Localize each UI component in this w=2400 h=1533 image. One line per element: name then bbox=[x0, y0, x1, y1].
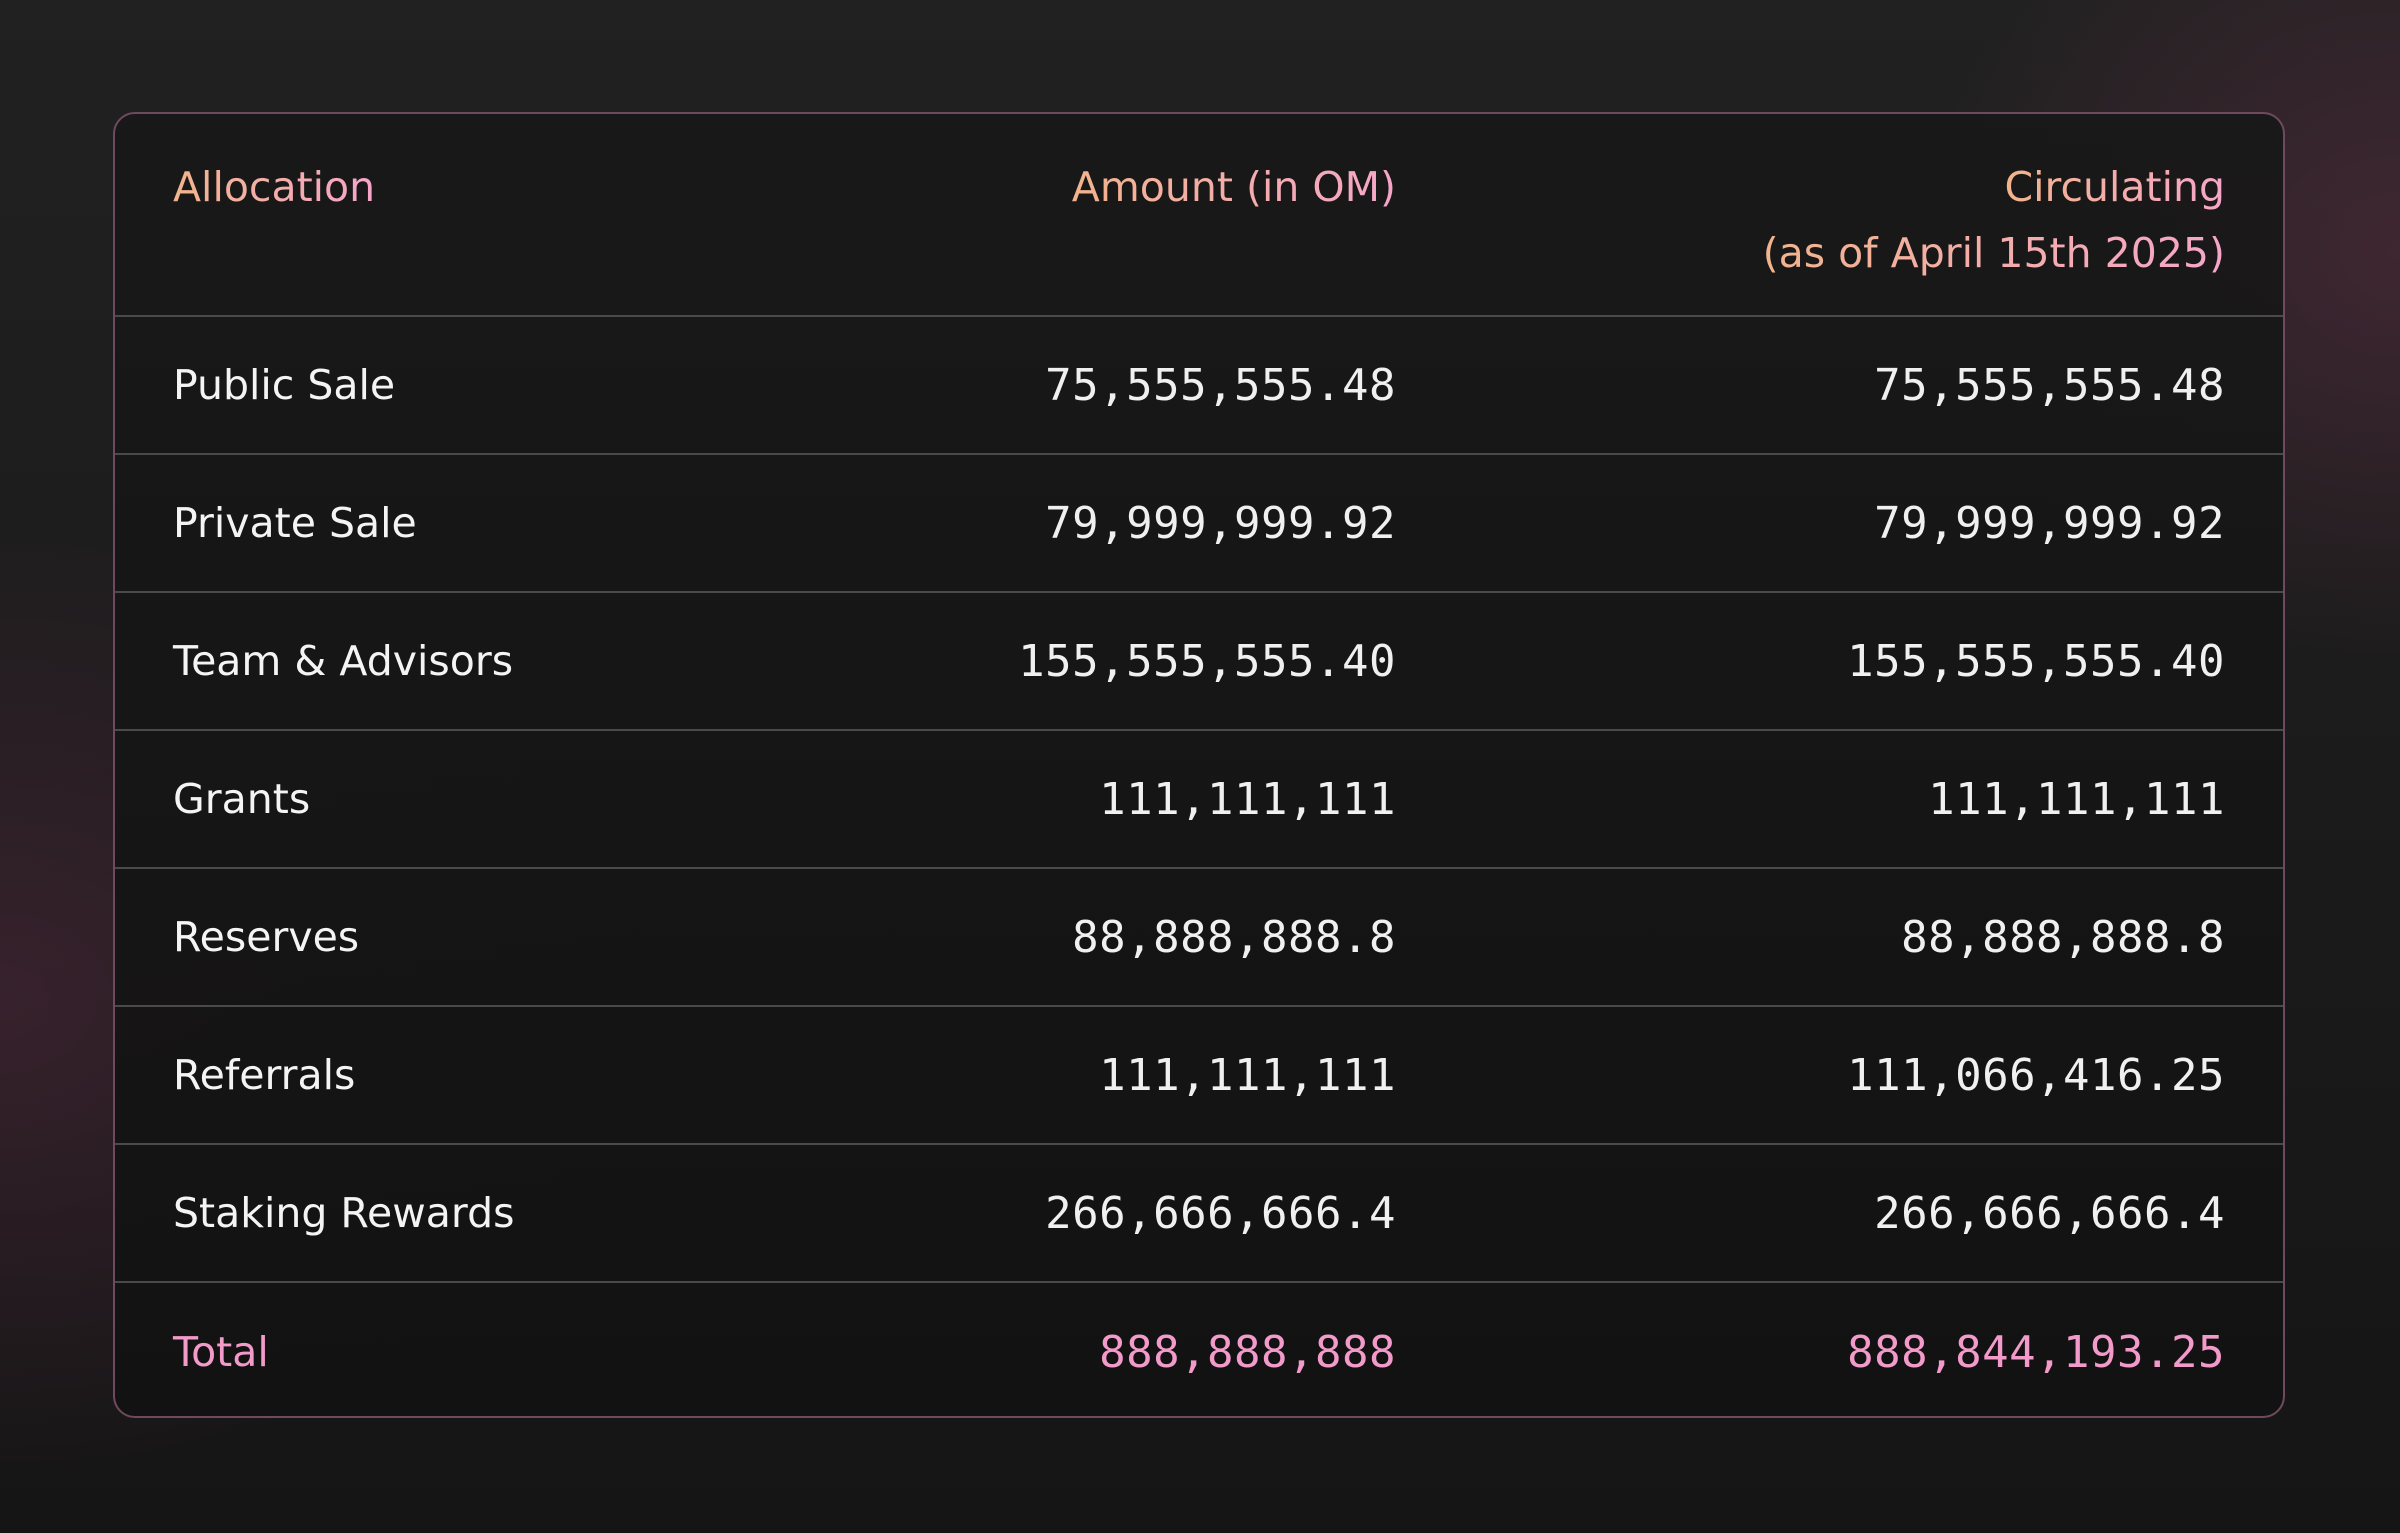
table-row: Reserves 88,888,888.8 88,888,888.8 bbox=[115, 869, 2283, 1007]
amount-cell: 111,111,111 bbox=[1099, 1007, 1396, 1143]
amount-value: 111,111,111 bbox=[1099, 773, 1396, 825]
total-label-cell: Total bbox=[173, 1283, 269, 1416]
amount-cell: 75,555,555.48 bbox=[1045, 317, 1396, 453]
amount-cell: 111,111,111 bbox=[1099, 731, 1396, 867]
circulating-cell: 155,555,555.40 bbox=[1847, 593, 2225, 729]
circulating-cell: 79,999,999.92 bbox=[1874, 455, 2225, 591]
circulating-cell: 75,555,555.48 bbox=[1874, 317, 2225, 453]
table-row: Public Sale 75,555,555.48 75,555,555.48 bbox=[115, 317, 2283, 455]
allocation-cell: Referrals bbox=[173, 1007, 355, 1143]
allocation-cell: Grants bbox=[173, 731, 310, 867]
header-cell-allocation: Allocation bbox=[173, 114, 375, 315]
circulating-value: 75,555,555.48 bbox=[1874, 359, 2225, 411]
header-circulating-line2: (as of April 15th 2025) bbox=[1763, 220, 2225, 286]
circulating-value: 79,999,999.92 bbox=[1874, 497, 2225, 549]
allocation-cell: Staking Rewards bbox=[173, 1145, 514, 1281]
total-amount-cell: 888,888,888 bbox=[1099, 1283, 1396, 1416]
table-row: Referrals 111,111,111 111,066,416.25 bbox=[115, 1007, 2283, 1145]
allocation-name: Team & Advisors bbox=[173, 637, 514, 685]
amount-value: 75,555,555.48 bbox=[1045, 359, 1396, 411]
header-allocation-label: Allocation bbox=[173, 154, 375, 220]
circulating-value: 266,666,666.4 bbox=[1874, 1187, 2225, 1239]
allocation-cell: Public Sale bbox=[173, 317, 395, 453]
amount-cell: 88,888,888.8 bbox=[1072, 869, 1396, 1005]
table-row: Team & Advisors 155,555,555.40 155,555,5… bbox=[115, 593, 2283, 731]
amount-cell: 79,999,999.92 bbox=[1045, 455, 1396, 591]
header-amount-label: Amount (in OM) bbox=[1072, 154, 1396, 220]
allocation-name: Reserves bbox=[173, 913, 360, 961]
amount-cell: 266,666,666.4 bbox=[1045, 1145, 1396, 1281]
table-row: Grants 111,111,111 111,111,111 bbox=[115, 731, 2283, 869]
amount-value: 266,666,666.4 bbox=[1045, 1187, 1396, 1239]
circulating-cell: 266,666,666.4 bbox=[1874, 1145, 2225, 1281]
allocation-name: Grants bbox=[173, 775, 311, 823]
header-cell-amount: Amount (in OM) bbox=[1072, 114, 1396, 315]
circulating-value: 88,888,888.8 bbox=[1901, 911, 2225, 963]
allocation-cell: Team & Advisors bbox=[173, 593, 513, 729]
allocation-name: Staking Rewards bbox=[173, 1189, 515, 1237]
table-row: Staking Rewards 266,666,666.4 266,666,66… bbox=[115, 1145, 2283, 1283]
header-circulating-line1: Circulating bbox=[2005, 154, 2226, 220]
header-cell-circulating: Circulating (as of April 15th 2025) bbox=[1763, 114, 2225, 315]
total-label: Total bbox=[173, 1328, 269, 1376]
table-header-row: Allocation Amount (in OM) Circulating (a… bbox=[115, 114, 2283, 317]
circulating-cell: 88,888,888.8 bbox=[1901, 869, 2225, 1005]
allocation-name: Referrals bbox=[173, 1051, 356, 1099]
total-circulating-cell: 888,844,193.25 bbox=[1847, 1283, 2225, 1416]
amount-value: 88,888,888.8 bbox=[1072, 911, 1396, 963]
circulating-value: 155,555,555.40 bbox=[1847, 635, 2225, 687]
allocation-table: Allocation Amount (in OM) Circulating (a… bbox=[113, 112, 2285, 1418]
amount-value: 79,999,999.92 bbox=[1045, 497, 1396, 549]
amount-value: 155,555,555.40 bbox=[1018, 635, 1396, 687]
table-total-row: Total 888,888,888 888,844,193.25 bbox=[115, 1283, 2283, 1416]
table-row: Private Sale 79,999,999.92 79,999,999.92 bbox=[115, 455, 2283, 593]
total-amount-value: 888,888,888 bbox=[1099, 1326, 1396, 1378]
allocation-name: Public Sale bbox=[173, 361, 396, 409]
circulating-value: 111,066,416.25 bbox=[1847, 1049, 2225, 1101]
circulating-value: 111,111,111 bbox=[1928, 773, 2225, 825]
circulating-cell: 111,066,416.25 bbox=[1847, 1007, 2225, 1143]
allocation-cell: Private Sale bbox=[173, 455, 417, 591]
circulating-cell: 111,111,111 bbox=[1928, 731, 2225, 867]
total-circulating-value: 888,844,193.25 bbox=[1847, 1326, 2225, 1378]
amount-value: 111,111,111 bbox=[1099, 1049, 1396, 1101]
allocation-cell: Reserves bbox=[173, 869, 359, 1005]
header-circulating-label: Circulating (as of April 15th 2025) bbox=[1763, 154, 2225, 286]
allocation-name: Private Sale bbox=[173, 499, 417, 547]
amount-cell: 155,555,555.40 bbox=[1018, 593, 1396, 729]
